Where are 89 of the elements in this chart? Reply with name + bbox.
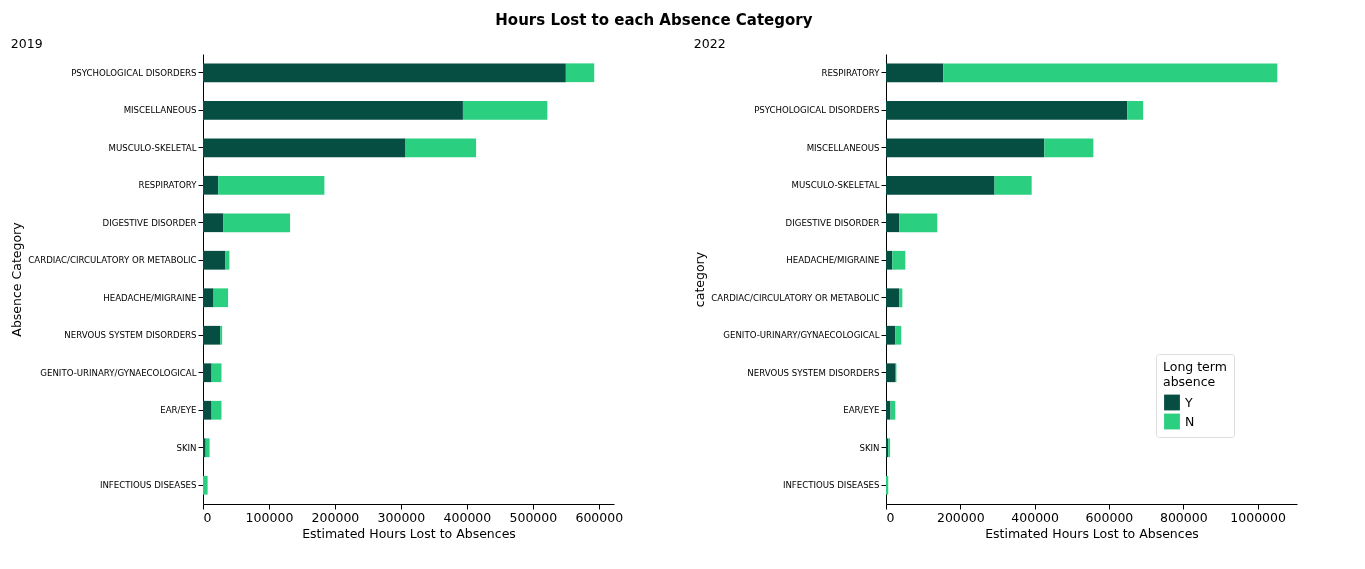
y-tick-label: NERVOUS SYSTEM DISORDERS [747, 367, 880, 378]
bar [218, 175, 325, 195]
y-tick-label: EAR/EYE [843, 405, 880, 416]
bar [213, 288, 229, 308]
bar [203, 175, 219, 195]
bar [565, 63, 595, 83]
y-tick-label: DIGESTIVE DISORDER [102, 217, 197, 228]
bar [886, 100, 1128, 120]
bar [886, 213, 900, 233]
y-tick-label: HEADACHE/MIGRAINE [103, 292, 197, 303]
bar [886, 138, 1045, 158]
x-tick-label: 400000 [443, 509, 492, 525]
bar [943, 63, 1278, 83]
bar [203, 250, 226, 270]
text: 2019 [10, 35, 43, 51]
bar [886, 63, 944, 83]
y-axis-title: Absence Category [9, 221, 25, 337]
y-tick-label: INFECTIOUS DISEASES [99, 480, 197, 491]
x-tick-label: 200000 [311, 509, 360, 525]
bar [886, 400, 891, 420]
bar [886, 250, 893, 270]
y-tick-label: INFECTIOUS DISEASES [782, 480, 880, 491]
bar [886, 325, 896, 345]
bar [203, 400, 212, 420]
y-tick-label: EAR/EYE [160, 405, 197, 416]
bar [203, 138, 406, 158]
x-tick-label: 0 [886, 509, 895, 525]
bar [203, 438, 206, 458]
bar [205, 438, 210, 458]
bar [462, 100, 548, 120]
y-tick-label: MUSCULO-SKELETAL [791, 180, 880, 191]
bar [203, 363, 212, 383]
legend-label: N [1185, 413, 1195, 429]
y-tick-label: CARDIAC/CIRCULATORY OR METABOLIC [28, 255, 197, 266]
bar [886, 288, 900, 308]
x-tick-label: 500000 [509, 509, 558, 525]
bar [223, 213, 291, 233]
bar [886, 475, 889, 495]
bar [203, 325, 221, 345]
legend-label: Y [1184, 394, 1193, 410]
y-tick-label: SKIN [859, 442, 880, 453]
x-tick-label: 400000 [1011, 509, 1060, 525]
y-tick-label: NERVOUS SYSTEM DISORDERS [64, 330, 197, 341]
bar [203, 475, 208, 495]
y-tick-label: HEADACHE/MIGRAINE [786, 255, 880, 266]
y-tick-label: MISCELLANEOUS [806, 142, 880, 153]
bar [895, 325, 902, 345]
bar [203, 213, 224, 233]
x-tick-label: 800000 [1159, 509, 1208, 525]
bar [1127, 100, 1144, 120]
x-tick-label: 200000 [936, 509, 985, 525]
y-tick-label: MUSCULO-SKELETAL [108, 142, 197, 153]
y-axis-title: category [692, 251, 708, 308]
bar [211, 363, 222, 383]
y-tick-label: GENITO-URINARY/GYNAECOLOGICAL [723, 330, 880, 341]
bar [886, 175, 995, 195]
x-tick-label: 600000 [575, 509, 624, 525]
x-tick-label: 100000 [245, 509, 294, 525]
x-tick-label: 0 [203, 509, 212, 525]
y-tick-label: RESPIRATORY [138, 180, 198, 191]
bar [886, 363, 896, 383]
y-tick-label: GENITO-URINARY/GYNAECOLOGICAL [40, 367, 197, 378]
bar [994, 175, 1032, 195]
y-tick-label: MISCELLANEOUS [123, 105, 197, 116]
y-tick-label: RESPIRATORY [821, 67, 881, 78]
text: Hours Lost to each Absence Category [495, 10, 813, 29]
bar [225, 250, 230, 270]
bar [899, 213, 938, 233]
bar [203, 100, 463, 120]
x-tick-label: 1000000 [1230, 509, 1286, 525]
bar [405, 138, 477, 158]
y-tick-label: SKIN [176, 442, 197, 453]
legend-title: Long term absence [1163, 359, 1227, 389]
bar [899, 288, 903, 308]
y-tick-label: DIGESTIVE DISORDER [785, 217, 880, 228]
bar [892, 250, 906, 270]
bar [890, 400, 896, 420]
bar [211, 400, 222, 420]
bar [203, 63, 566, 83]
x-axis-title: Estimated Hours Lost to Absences [302, 526, 516, 541]
y-tick-label: PSYCHOLOGICAL DISORDERS [71, 67, 197, 78]
bar [203, 288, 214, 308]
x-tick-label: 600000 [1085, 509, 1134, 525]
x-axis-title: Estimated Hours Lost to Absences [985, 526, 1199, 541]
bar [1044, 138, 1094, 158]
x-tick-label: 300000 [377, 509, 426, 525]
text: 2022 [693, 35, 726, 51]
y-tick-label: PSYCHOLOGICAL DISORDERS [754, 105, 880, 116]
y-tick-label: CARDIAC/CIRCULATORY OR METABOLIC [711, 292, 880, 303]
